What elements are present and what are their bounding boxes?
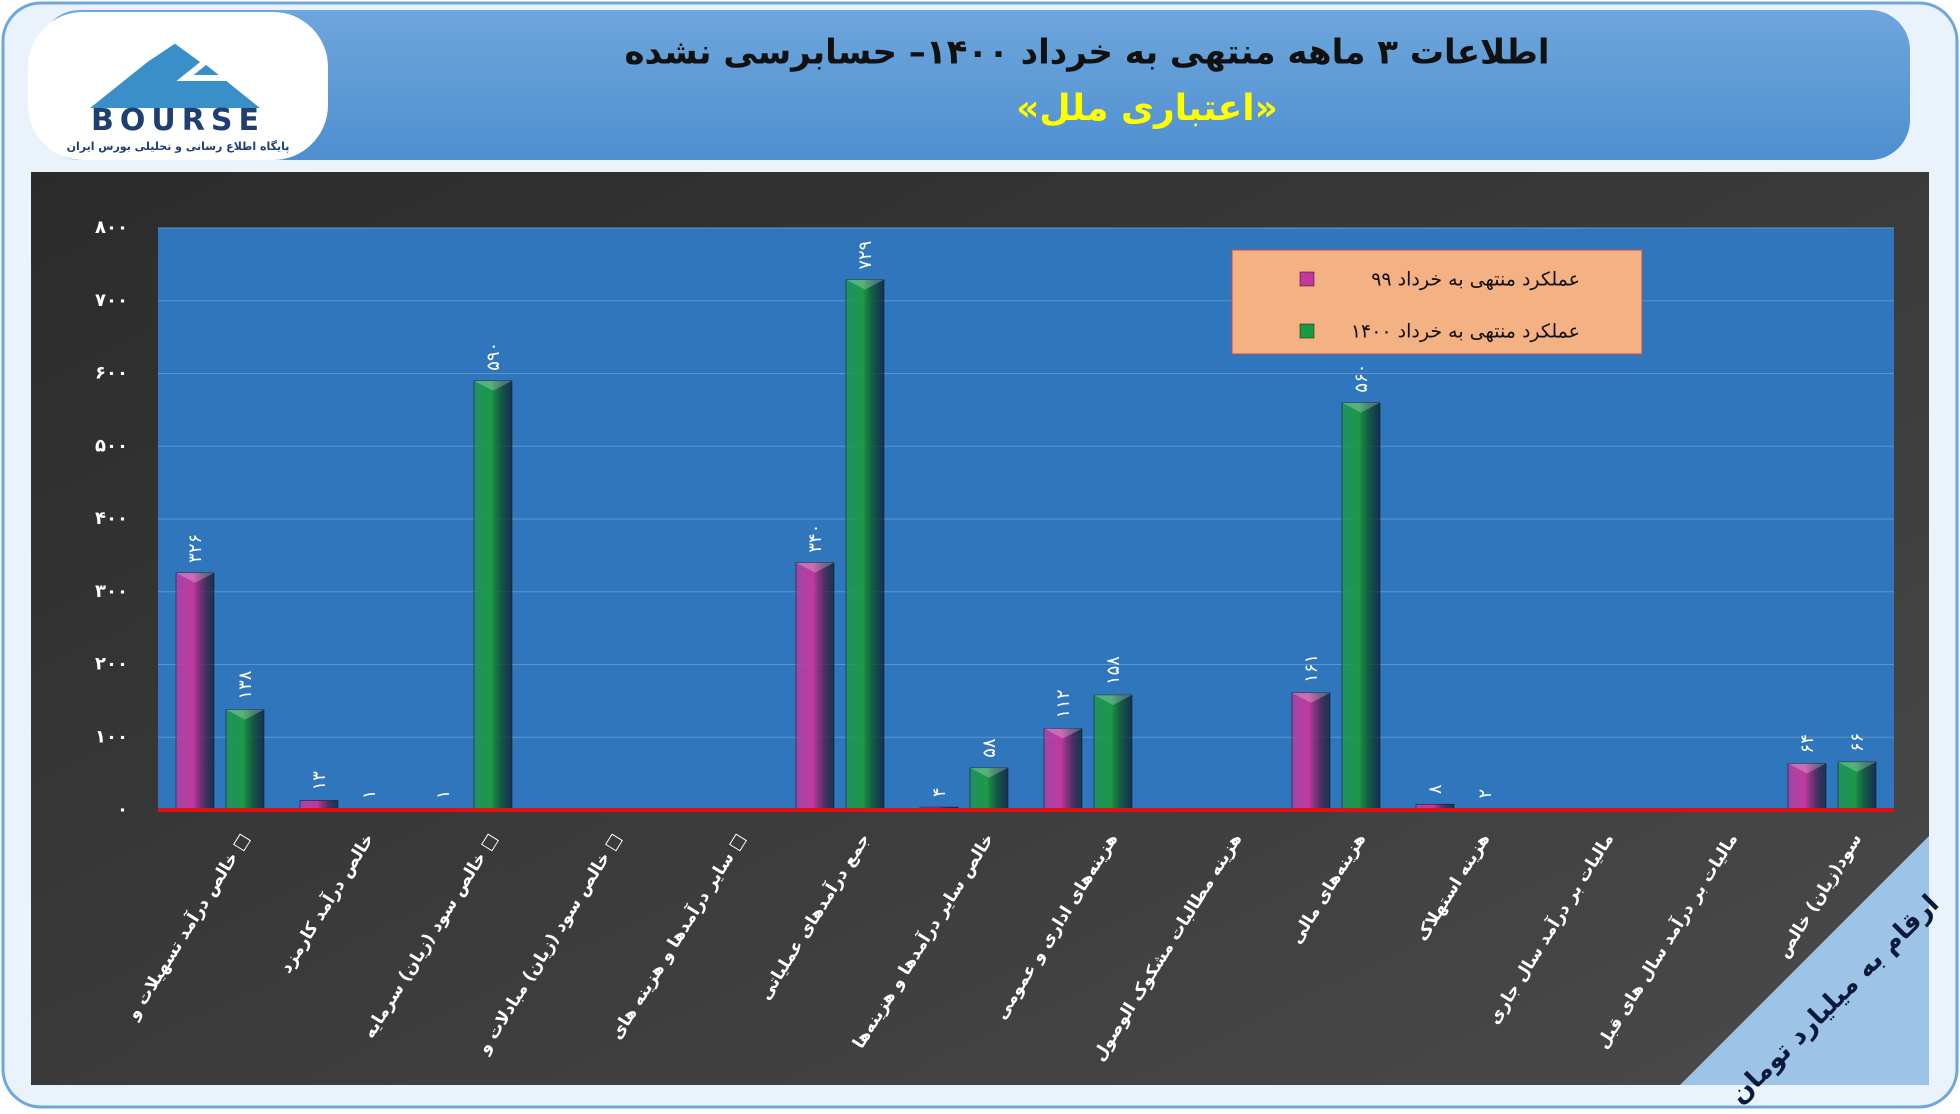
bar	[175, 572, 215, 811]
value-label: ۸	[1425, 784, 1446, 794]
chart-subtitle: «اعتباری ملل»	[1016, 88, 1278, 129]
bar-cap	[1342, 402, 1380, 413]
bar	[1043, 728, 1083, 811]
y-tick-label: ۷۰۰	[95, 290, 128, 311]
bar-cap	[1838, 761, 1876, 772]
y-tick-label: ۶۰۰	[95, 363, 128, 384]
y-tick-label: ۳۰۰	[95, 581, 128, 602]
bar	[1787, 763, 1827, 811]
value-label: ۴	[929, 787, 950, 797]
value-label: ۶۶	[1847, 733, 1868, 752]
value-label: ۷۲۹	[855, 241, 876, 270]
legend-label: عملکرد منتهی به خرداد ۱۴۰۰	[1351, 321, 1580, 343]
y-tick-label: ۵۰۰	[95, 435, 128, 456]
bar-cap	[796, 562, 834, 573]
value-label: ۱۳	[309, 771, 330, 791]
legend-label: عملکرد منتهی به خرداد ۹۹	[1371, 269, 1580, 291]
bar	[1291, 692, 1331, 811]
value-label: ۱۵۸	[1103, 656, 1124, 685]
bar	[845, 279, 885, 811]
header-band	[40, 10, 1910, 160]
bar	[795, 562, 835, 811]
bar-cap	[1292, 692, 1330, 703]
y-tick-label: ۲۰۰	[95, 654, 128, 675]
logo-brand: BOURSE	[91, 103, 265, 138]
y-tick-label: ۱۰۰	[95, 726, 128, 747]
bar	[473, 380, 513, 811]
value-label: ۱۱۲	[1053, 690, 1074, 719]
bar-cap	[970, 767, 1008, 778]
bar-cap	[1044, 728, 1082, 739]
legend-swatch	[1299, 271, 1315, 287]
value-label: ۱	[433, 790, 454, 800]
value-label: ۳۴۰	[805, 524, 826, 553]
chart-title: اطلاعات ۳ ماهه منتهی به خرداد ۱۴۰۰– حساب…	[624, 33, 1549, 73]
value-label: ۱۶۱	[1301, 654, 1322, 683]
value-label: ۵۸	[979, 738, 1000, 758]
bar	[1093, 694, 1133, 811]
bar-cap	[1094, 695, 1132, 706]
bar-cap	[176, 572, 214, 583]
y-tick-label: ۰	[117, 799, 128, 820]
bar-cap	[474, 380, 512, 391]
value-label: ۱	[359, 790, 380, 800]
logo-mark	[128, 36, 228, 81]
bar-cap	[846, 279, 884, 290]
bar	[1837, 761, 1877, 811]
logo-mark	[90, 40, 260, 108]
value-label: ۲	[1475, 789, 1496, 799]
bar-cap	[1788, 763, 1826, 774]
bar-cap	[226, 709, 264, 720]
y-tick-label: ۸۰۰	[95, 217, 128, 238]
y-tick-label: ۴۰۰	[95, 508, 128, 529]
logo-tagline: پایگاه اطلاع رسانی و تحلیلی بورس ایران	[67, 140, 290, 153]
value-label: ۳۲۶	[185, 534, 206, 563]
value-label: ۵۶۰	[1351, 364, 1372, 393]
bar	[969, 767, 1009, 811]
value-label: ۵۹۰	[483, 342, 504, 371]
value-label: ۶۴	[1797, 734, 1818, 753]
legend-swatch	[1299, 323, 1315, 339]
value-label: ۱۳۸	[235, 670, 256, 699]
bar	[1341, 402, 1381, 811]
corner-triangle	[1680, 836, 1929, 1085]
bar	[225, 709, 265, 811]
